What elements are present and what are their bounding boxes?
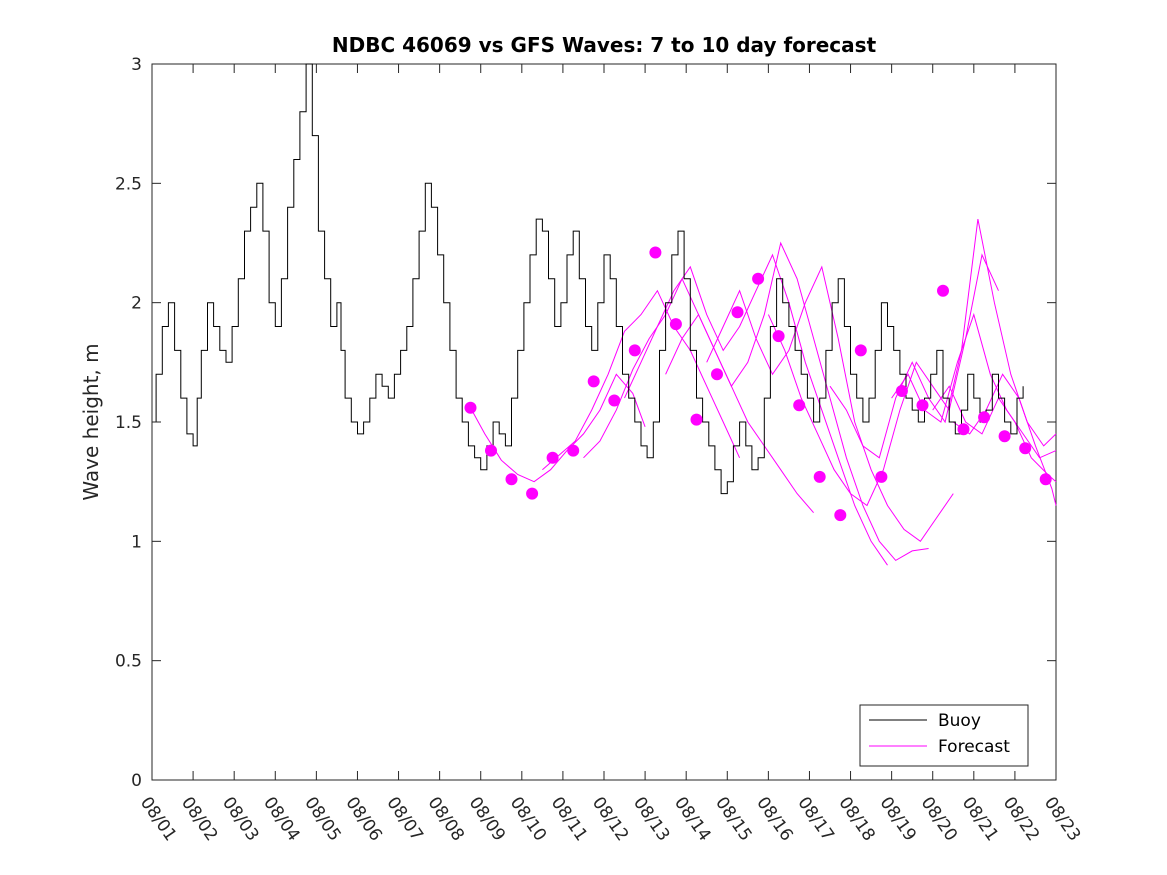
forecast-line	[470, 373, 646, 483]
forecast-marker	[1019, 442, 1032, 455]
forecast-marker	[998, 430, 1011, 443]
forecast-line	[891, 312, 1057, 459]
forecast-marker	[834, 509, 847, 522]
forecast-marker	[752, 272, 765, 285]
forecast-line	[767, 253, 999, 507]
forecast-marker	[464, 401, 477, 414]
buoy-line	[152, 63, 1024, 495]
plot-frame	[151, 63, 1057, 781]
forecast-marker	[567, 444, 580, 457]
forecast-marker	[628, 344, 641, 357]
y-tick-label: 1.5	[115, 413, 142, 433]
forecast-marker	[813, 470, 826, 483]
forecast-marker	[526, 487, 539, 500]
y-tick-label: 2	[131, 294, 142, 314]
forecast-marker	[1039, 473, 1052, 486]
y-tick-label: 0	[131, 771, 142, 791]
y-axis-label: Wave height, m	[79, 343, 103, 500]
forecast-marker	[731, 306, 744, 319]
forecast-line	[542, 289, 741, 471]
forecast-markers	[464, 246, 1052, 522]
forecast-marker	[711, 368, 723, 381]
forecast-marker	[505, 473, 518, 486]
forecast-marker	[854, 344, 867, 357]
forecast-marker	[669, 318, 682, 331]
y-tick-label: 2.5	[115, 174, 142, 194]
forecast-marker	[793, 399, 806, 412]
forecast-marker	[608, 394, 621, 407]
forecast-marker	[546, 451, 559, 464]
forecast-line	[665, 241, 929, 562]
legend-buoy-label: Buoy	[938, 711, 981, 731]
legend: Buoy Forecast	[859, 704, 1029, 767]
forecast-marker	[772, 330, 785, 343]
forecast-marker	[485, 444, 497, 457]
forecast-marker	[895, 385, 908, 397]
forecast-marker	[916, 399, 929, 412]
forecast-lines	[470, 219, 1057, 566]
forecast-marker	[957, 423, 970, 436]
y-tick-label: 0.5	[115, 652, 142, 672]
y-tick-label: 3	[131, 55, 142, 75]
buoy-series	[152, 63, 1024, 495]
legend-forecast-label: Forecast	[938, 737, 1010, 757]
forecast-marker	[690, 413, 703, 426]
legend-box	[859, 704, 1029, 767]
forecast-line	[706, 265, 954, 543]
forecast-marker	[978, 411, 991, 424]
forecast-marker	[649, 246, 662, 259]
y-axis: 0 0.5 1 1.5 2 2.5 3	[115, 55, 1056, 791]
plot-area: 00.511.522.53 08/0108/0208/0308/0408/050…	[115, 55, 1084, 845]
forecast-marker	[587, 375, 600, 388]
chart-title: NDBC 46069 vs GFS Waves: 7 to 10 day for…	[332, 33, 877, 57]
forecast-marker	[875, 470, 888, 483]
forecast-marker	[937, 284, 949, 297]
y-tick-label: 1	[131, 532, 142, 552]
